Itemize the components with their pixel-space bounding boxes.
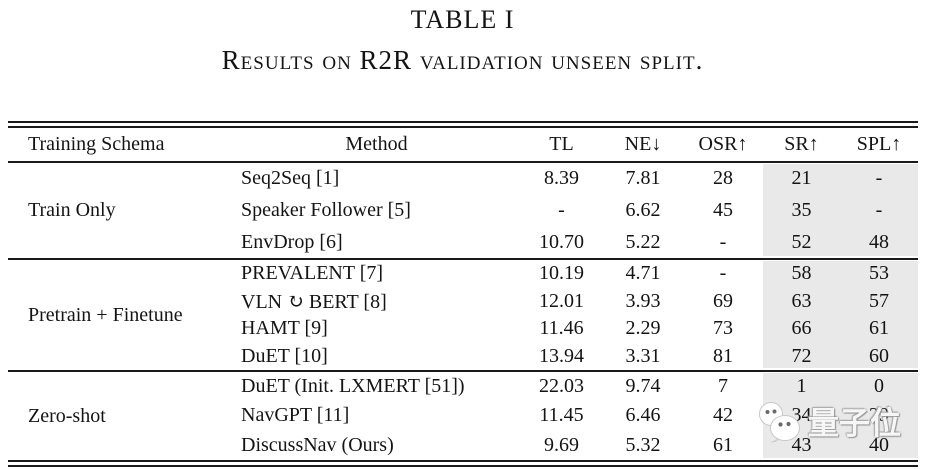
ne-cell: 4.71 xyxy=(625,262,661,285)
watermark-text: 量子位 xyxy=(808,406,901,442)
schema-label: Pretrain + Finetune xyxy=(28,303,183,326)
tl-cell: 11.46 xyxy=(539,317,584,340)
bottom-double-rule xyxy=(8,460,918,467)
sr-cell: 35 xyxy=(791,199,812,221)
header-rule xyxy=(8,161,918,163)
method-cell: PREVALENT [7] xyxy=(241,262,384,285)
osr-cell: - xyxy=(719,230,727,253)
table-caption-text: Results on R2R validation unseen split. xyxy=(221,45,704,75)
table-row: PREVALENT [7] 10.19 4.71 - 58 53 xyxy=(233,260,918,288)
spl-cell: 40 xyxy=(869,433,889,456)
tl-cell: 10.19 xyxy=(539,262,584,285)
method-cell: DuET [10] xyxy=(241,344,328,367)
osr-cell: 7 xyxy=(718,375,728,398)
group-pretrain-finetune: Pretrain + Finetune PREVALENT [7] 10.19 … xyxy=(8,260,918,370)
method-cell: DiscussNav (Ours) xyxy=(241,433,394,456)
osr-cell: 61 xyxy=(713,433,733,456)
ne-cell: 6.62 xyxy=(625,199,661,221)
qbitai-logo-icon xyxy=(757,401,803,448)
ne-cell: 2.29 xyxy=(625,317,661,340)
column-header-ne: NE↓ xyxy=(624,133,662,155)
group-separator-rule xyxy=(8,370,918,372)
sr-cell: 21 xyxy=(791,167,812,190)
group-train-only: Train Only Seq2Seq [1] 8.39 7.81 28 21 -… xyxy=(8,163,918,258)
group-zero-shot: Zero-shot DuET (Init. LXMERT [51]) 22.03… xyxy=(8,372,918,460)
column-header-osr: OSR↑ xyxy=(698,133,748,155)
method-cell: Seq2Seq [1] xyxy=(241,167,340,190)
spl-cell: 60 xyxy=(869,344,889,367)
method-cell: Speaker Follower [5] xyxy=(241,199,411,221)
osr-cell: - xyxy=(719,262,727,285)
table-row: HAMT [9] 11.46 2.29 73 66 61 xyxy=(233,315,918,343)
ne-cell: 6.46 xyxy=(625,404,661,427)
tl-cell: 13.94 xyxy=(539,344,584,367)
osr-cell: 81 xyxy=(713,344,733,367)
sr-cell: 66 xyxy=(791,317,812,340)
watermark: 量子位 xyxy=(757,401,901,448)
table-row: DiscussNav (Ours) 9.69 5.32 61 43 40 xyxy=(233,431,918,460)
table-row: Speaker Follower [5] - 6.62 45 35 - xyxy=(233,195,918,227)
table-row: DuET [10] 13.94 3.31 81 72 60 xyxy=(233,343,918,371)
ne-cell: 5.32 xyxy=(625,433,661,456)
schema-label: Zero-shot xyxy=(28,404,106,427)
spl-cell: - xyxy=(875,167,883,190)
ne-cell: 5.22 xyxy=(625,230,661,253)
spl-cell: 61 xyxy=(869,317,889,340)
osr-cell: 42 xyxy=(713,404,733,427)
tl-cell: 11.45 xyxy=(539,404,584,427)
sr-cell: 1 xyxy=(796,375,807,398)
method-cell: DuET (Init. LXMERT [51]) xyxy=(241,375,465,398)
tl-cell: 10.70 xyxy=(539,230,584,253)
sr-cell: 72 xyxy=(791,344,812,367)
table-row: DuET (Init. LXMERT [51]) 22.03 9.74 7 1 … xyxy=(233,372,918,401)
ne-cell: 9.74 xyxy=(625,375,661,398)
osr-cell: 28 xyxy=(713,167,733,190)
table-row: EnvDrop [6] 10.70 5.22 - 52 48 xyxy=(233,226,918,258)
schema-label: Train Only xyxy=(28,199,116,221)
spl-cell: 48 xyxy=(869,230,889,253)
top-double-rule xyxy=(8,121,918,128)
sr-cell: 52 xyxy=(791,230,812,253)
ne-cell: 3.31 xyxy=(625,344,661,367)
spl-cell: 57 xyxy=(869,289,889,312)
tl-cell: 22.03 xyxy=(539,375,584,398)
ne-cell: 7.81 xyxy=(625,167,661,190)
tl-cell: 8.39 xyxy=(544,167,579,190)
column-header-method: Method xyxy=(345,133,408,155)
spl-cell: 0 xyxy=(874,375,884,398)
method-cell: NavGPT [11] xyxy=(241,404,350,427)
sr-spl-highlight xyxy=(763,164,918,256)
column-header-training-schema: Training Schema xyxy=(28,133,165,155)
spl-cell: 53 xyxy=(869,262,889,285)
osr-cell: 69 xyxy=(713,289,733,312)
column-header-spl: SPL↑ xyxy=(856,133,902,155)
ne-cell: 3.93 xyxy=(625,289,661,312)
osr-cell: 73 xyxy=(713,317,733,340)
osr-cell: 45 xyxy=(713,199,733,221)
table-row: Seq2Seq [1] 8.39 7.81 28 21 - xyxy=(233,163,918,195)
spl-cell: - xyxy=(875,199,883,221)
spl-cell: 29 xyxy=(869,404,889,427)
sr-cell: 63 xyxy=(791,289,812,312)
tl-cell: - xyxy=(558,199,565,221)
sr-spl-highlight xyxy=(763,261,918,368)
sr-cell: 43 xyxy=(791,433,812,456)
column-header-tl: TL xyxy=(549,133,574,155)
method-cell: VLN ↻ BERT [8] xyxy=(241,290,387,313)
table-caption-number: TABLE I xyxy=(410,5,515,34)
tl-cell: 9.69 xyxy=(544,433,579,456)
method-cell: HAMT [9] xyxy=(241,317,328,340)
results-table: Training Schema Method TL NE↓ OSR↑ SR↑ S… xyxy=(8,121,918,467)
table-row: VLN ↻ BERT [8] 12.01 3.93 69 63 57 xyxy=(233,288,918,316)
sr-cell: 58 xyxy=(791,262,812,285)
method-cell: EnvDrop [6] xyxy=(241,230,343,253)
column-header-sr: SR↑ xyxy=(784,133,819,155)
group-separator-rule xyxy=(8,258,918,260)
table-header-row: Training Schema Method TL NE↓ OSR↑ SR↑ S… xyxy=(8,128,918,161)
tl-cell: 12.01 xyxy=(539,289,584,312)
